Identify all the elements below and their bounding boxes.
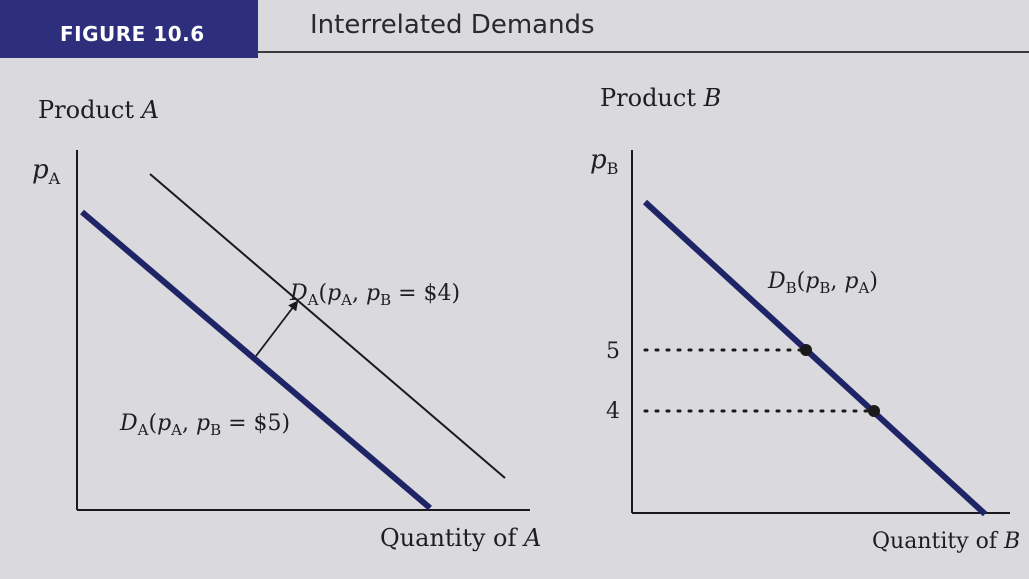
- figure-title: Interrelated Demands: [310, 10, 595, 40]
- label-demand-a-pb5: DA(pA, pB = $5): [119, 411, 290, 439]
- demand-curve-a-pb4: [149, 173, 506, 479]
- panel-a-title: Product A: [38, 96, 159, 124]
- panel-a-y-axis-label: pA: [32, 155, 61, 188]
- point-price-5: [800, 344, 812, 356]
- label-demand-a-pb4: DA(pA, pB = $4): [289, 281, 460, 309]
- panel-b-y-axis-label: pB: [590, 145, 618, 178]
- point-price-4: [868, 405, 880, 417]
- figure-number: FIGURE 10.6: [60, 22, 205, 46]
- panel-a-x-axis-label: Quantity of A: [380, 524, 541, 552]
- figure-number-band: FIGURE 10.6: [0, 0, 258, 58]
- tick-label-price-5: 5: [606, 339, 620, 364]
- tick-label-price-4: 4: [606, 399, 620, 424]
- demand-curve-a-pb5: [80, 209, 432, 511]
- header-rule: [258, 51, 1029, 53]
- demand-curve-b: [642, 199, 988, 517]
- shift-arrow-icon: [255, 300, 299, 357]
- panel-product-b: Product B pB 5 4 DB(pB, pA) Quantity of …: [590, 84, 1020, 554]
- label-demand-b: DB(pB, pA): [767, 269, 878, 297]
- panel-b-x-axis-label: Quantity of B: [872, 529, 1020, 554]
- panel-b-title: Product B: [600, 84, 721, 112]
- panel-product-a: Product A pA DA(pA, pB = $4) DA(pA, pB =…: [32, 96, 541, 552]
